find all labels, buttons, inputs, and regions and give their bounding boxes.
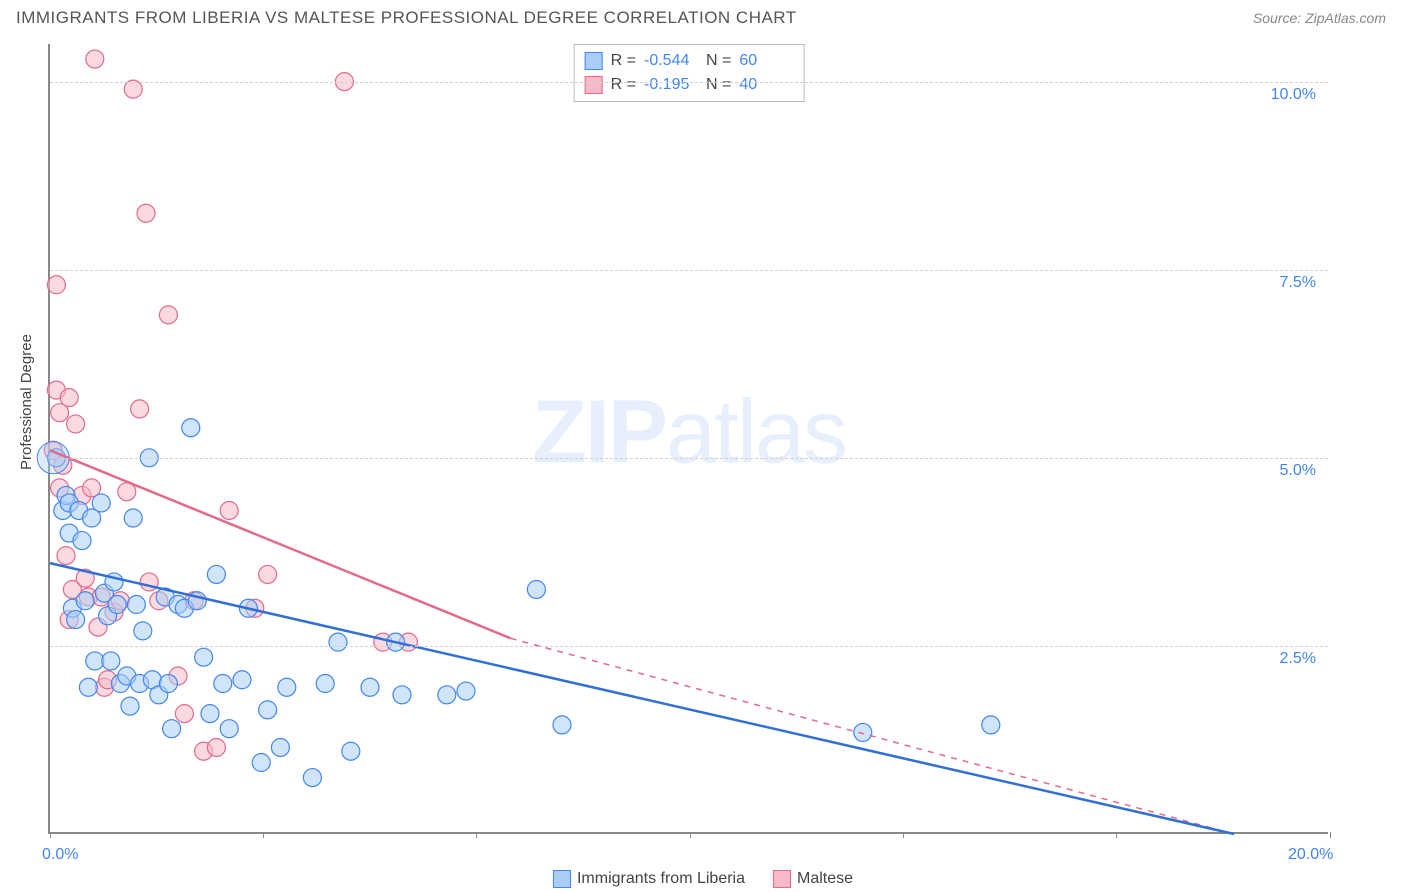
legend-row-maltese: R = -0.195 N = 40 xyxy=(585,73,794,97)
swatch-liberia xyxy=(553,870,571,888)
data-point xyxy=(361,678,379,696)
data-point xyxy=(342,742,360,760)
data-point xyxy=(159,306,177,324)
data-point xyxy=(271,738,289,756)
data-point xyxy=(527,580,545,598)
data-point xyxy=(214,675,232,693)
data-point xyxy=(182,419,200,437)
gridline xyxy=(50,82,1328,83)
x-tick xyxy=(1116,832,1117,838)
legend-label-liberia: Immigrants from Liberia xyxy=(577,870,745,888)
x-tick xyxy=(690,832,691,838)
r-value-maltese: -0.195 xyxy=(644,73,698,97)
r-label: R = xyxy=(611,49,636,73)
data-point xyxy=(259,565,277,583)
data-point xyxy=(76,592,94,610)
data-point xyxy=(278,678,296,696)
n-value-maltese: 40 xyxy=(739,73,793,97)
r-value-liberia: -0.544 xyxy=(644,49,698,73)
data-point xyxy=(86,50,104,68)
data-point xyxy=(124,80,142,98)
data-point xyxy=(457,682,475,700)
data-point xyxy=(553,716,571,734)
x-tick xyxy=(1330,832,1331,838)
data-point xyxy=(102,652,120,670)
gridline xyxy=(50,458,1328,459)
data-point xyxy=(79,678,97,696)
data-point xyxy=(201,705,219,723)
data-point xyxy=(220,720,238,738)
trend-line xyxy=(50,563,1234,834)
y-tick-label: 2.5% xyxy=(1280,650,1316,668)
correlation-legend: R = -0.544 N = 60 R = -0.195 N = 40 xyxy=(574,44,805,102)
data-point xyxy=(92,494,110,512)
data-point xyxy=(195,648,213,666)
data-point xyxy=(127,596,145,614)
data-point xyxy=(124,509,142,527)
data-point xyxy=(163,720,181,738)
data-point xyxy=(259,701,277,719)
x-tick xyxy=(476,832,477,838)
data-point xyxy=(73,532,91,550)
data-point xyxy=(316,675,334,693)
x-tick xyxy=(50,832,51,838)
trend-line xyxy=(511,638,1234,834)
data-point xyxy=(982,716,1000,734)
r-label: R = xyxy=(611,73,636,97)
data-point xyxy=(329,633,347,651)
y-tick-label: 5.0% xyxy=(1280,462,1316,480)
x-start-label: 0.0% xyxy=(42,846,78,864)
y-tick-label: 7.5% xyxy=(1280,274,1316,292)
data-point xyxy=(86,652,104,670)
data-point xyxy=(131,400,149,418)
scatter-svg xyxy=(50,44,1328,832)
data-point xyxy=(60,389,78,407)
n-label: N = xyxy=(706,49,731,73)
data-point xyxy=(252,754,270,772)
data-point xyxy=(57,547,75,565)
data-point xyxy=(393,686,411,704)
data-point xyxy=(67,611,85,629)
data-point xyxy=(159,675,177,693)
data-point xyxy=(67,415,85,433)
legend-item-liberia: Immigrants from Liberia xyxy=(553,870,745,888)
data-point xyxy=(121,697,139,715)
data-point xyxy=(207,738,225,756)
chart-plot-area: ZIPatlas R = -0.544 N = 60 R = -0.195 N … xyxy=(48,44,1328,834)
legend-item-maltese: Maltese xyxy=(773,870,853,888)
x-tick xyxy=(263,832,264,838)
gridline xyxy=(50,646,1328,647)
swatch-liberia xyxy=(585,52,603,70)
source-attribution: Source: ZipAtlas.com xyxy=(1253,10,1386,26)
legend-row-liberia: R = -0.544 N = 60 xyxy=(585,49,794,73)
data-point xyxy=(303,769,321,787)
y-axis-label: Professional Degree xyxy=(18,334,35,470)
swatch-maltese xyxy=(773,870,791,888)
data-point xyxy=(108,596,126,614)
x-tick xyxy=(903,832,904,838)
x-end-label: 20.0% xyxy=(1288,846,1333,864)
data-point xyxy=(175,705,193,723)
gridline xyxy=(50,270,1328,271)
chart-title: IMMIGRANTS FROM LIBERIA VS MALTESE PROFE… xyxy=(16,8,797,28)
series-legend: Immigrants from Liberia Maltese xyxy=(553,870,853,888)
data-point xyxy=(438,686,456,704)
n-value-liberia: 60 xyxy=(739,49,793,73)
legend-label-maltese: Maltese xyxy=(797,870,853,888)
data-point xyxy=(207,565,225,583)
swatch-maltese xyxy=(585,76,603,94)
data-point xyxy=(137,204,155,222)
data-point xyxy=(47,276,65,294)
data-point xyxy=(854,723,872,741)
n-label: N = xyxy=(706,73,731,97)
data-point xyxy=(220,501,238,519)
y-tick-label: 10.0% xyxy=(1271,86,1316,104)
data-point xyxy=(233,671,251,689)
data-point xyxy=(134,622,152,640)
